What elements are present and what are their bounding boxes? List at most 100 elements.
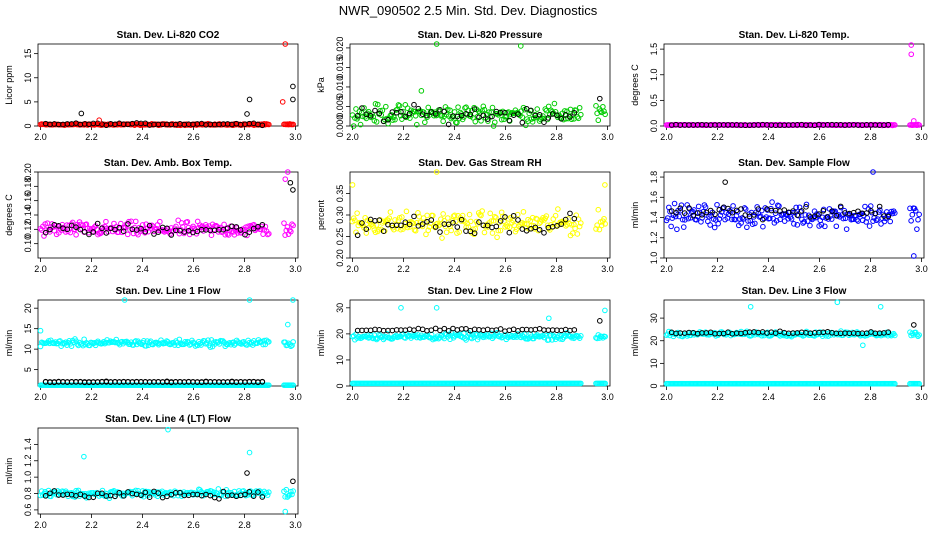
overlay-point: [47, 490, 53, 497]
overlay-point: [73, 224, 79, 230]
data-point: [412, 227, 419, 234]
data-point: [552, 212, 559, 219]
data-point: [444, 215, 451, 221]
y-tick-label: 15: [23, 49, 33, 59]
overlay-point: [112, 493, 118, 500]
data-point: [700, 208, 707, 215]
data-point: [394, 225, 401, 232]
data-point: [69, 219, 76, 226]
data-point: [413, 220, 420, 226]
data-point: [881, 218, 888, 225]
data-point: [463, 224, 469, 230]
data-point: [855, 218, 861, 224]
data-point: [386, 215, 393, 221]
data-point: [714, 201, 720, 208]
overlay-point: [484, 222, 491, 229]
data-point: [739, 215, 746, 221]
data-point: [794, 222, 801, 228]
outlier-point: [722, 179, 728, 185]
x-tick-label: 3.0: [601, 264, 614, 274]
data-point: [403, 208, 410, 215]
panel-title: Stan. Dev. Li-820 Pressure: [418, 30, 543, 41]
panel-title: Stan. Dev. Li-820 Temp.: [739, 30, 850, 41]
overlay-point: [406, 326, 413, 333]
data-point: [595, 206, 602, 213]
x-tick-label: 2.6: [813, 132, 826, 142]
overlay-point: [558, 221, 565, 227]
data-point: [352, 217, 358, 224]
data-point: [283, 486, 290, 493]
outlier-point: [290, 96, 296, 103]
overlay-point: [677, 205, 684, 211]
overlay-point: [458, 216, 465, 223]
overlay-point: [437, 229, 443, 235]
y-tick-label: 0.20: [23, 163, 33, 181]
data-point: [494, 329, 500, 336]
data-point: [866, 223, 873, 229]
data-point: [854, 216, 860, 223]
x-tick-label: 2.4: [762, 264, 775, 274]
y-axis-label: ml/min: [4, 330, 14, 357]
data-point: [912, 208, 919, 214]
data-point: [738, 220, 744, 226]
x-tick-label: 2.4: [136, 520, 149, 530]
overlay-point: [781, 207, 788, 213]
overlay-point: [120, 493, 127, 499]
data-point: [137, 340, 144, 347]
overlay-point: [536, 111, 543, 118]
outlier-point: [546, 315, 552, 322]
data-point: [558, 219, 565, 225]
data-point: [522, 224, 529, 231]
y-tick-label: 0.010: [335, 76, 345, 99]
data-point: [266, 230, 272, 237]
data-point: [456, 229, 463, 235]
data-point: [373, 119, 380, 125]
data-point: [802, 212, 809, 218]
outlier-point: [860, 342, 866, 349]
overlay-point: [354, 112, 361, 119]
overlay-point: [571, 110, 578, 116]
outlier-point: [870, 169, 876, 175]
x-tick-label: 2.0: [34, 132, 47, 142]
data-point: [413, 121, 420, 128]
y-tick-label: 5: [23, 367, 33, 372]
data-point: [193, 230, 200, 237]
data-point: [497, 227, 504, 234]
overlay-point: [103, 230, 110, 236]
x-tick-label: 2.8: [550, 264, 563, 274]
panel-4: Stan. Dev. Amb. Box Temp. 2.0 2.2 2.4 2.6 2.8…: [4, 158, 302, 274]
x-tick-label: 3.0: [289, 132, 302, 142]
data-point: [716, 216, 723, 222]
data-point: [597, 108, 604, 114]
data-point: [423, 231, 429, 238]
panel-title: Stan. Dev. Li-820 CO2: [117, 30, 220, 41]
panel-title: Stan. Dev. Line 4 (LT) Flow: [105, 414, 231, 425]
data-point: [578, 333, 584, 339]
outlier-point: [165, 426, 171, 433]
overlay-point: [755, 206, 762, 212]
overlay-point: [216, 495, 222, 502]
y-tick-label: 1.4: [649, 211, 659, 224]
overlay-point: [99, 225, 105, 232]
overlay-point: [454, 224, 461, 230]
overlay-point: [536, 226, 543, 233]
overlay-point: [90, 229, 97, 235]
data-point: [479, 208, 485, 214]
y-tick-label: 0.015: [335, 56, 345, 79]
x-tick-label: 3.0: [289, 392, 302, 402]
overlay-point: [545, 115, 552, 121]
data-point: [776, 203, 782, 209]
panel-5: Stan. Dev. Gas Stream RH 2.0 2.2 2.4 2.6 2.8 3…: [316, 158, 614, 274]
data-point: [498, 116, 505, 123]
data-point: [385, 120, 391, 127]
overlay-point: [242, 231, 248, 238]
overlay-point: [42, 493, 49, 499]
x-tick-label: 2.0: [660, 264, 673, 274]
data-point: [486, 109, 492, 115]
data-point: [719, 205, 726, 212]
overlay-point: [255, 489, 261, 495]
data-point: [350, 123, 357, 129]
overlay-point: [380, 228, 387, 234]
overlay-point: [398, 108, 404, 115]
overlay-point: [567, 210, 573, 217]
